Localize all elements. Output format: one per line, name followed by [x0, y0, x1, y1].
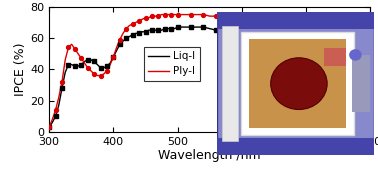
Liq-I	[47, 126, 51, 128]
Line: Ply-I: Ply-I	[49, 15, 370, 132]
Ply-I	[160, 14, 164, 16]
Legend: Liq-I, Ply-I: Liq-I, Ply-I	[144, 47, 200, 80]
Liq-I	[175, 26, 180, 28]
Line: Liq-I: Liq-I	[49, 27, 319, 132]
Liq-I	[317, 131, 321, 133]
Bar	[217, 138, 374, 155]
Liq-I	[147, 29, 151, 31]
Circle shape	[349, 49, 362, 61]
Bar	[222, 26, 238, 141]
Circle shape	[271, 58, 327, 110]
Bar	[324, 48, 346, 66]
X-axis label: Wavelength /nm: Wavelength /nm	[158, 149, 261, 162]
Ply-I	[330, 130, 334, 132]
Liq-I	[310, 129, 315, 131]
Ply-I	[47, 126, 51, 128]
Bar	[217, 12, 374, 29]
Ply-I	[355, 131, 360, 133]
Bar	[352, 55, 370, 112]
Ply-I	[342, 131, 347, 133]
Ply-I	[79, 57, 84, 59]
Y-axis label: IPCE (%): IPCE (%)	[14, 43, 27, 96]
Bar	[249, 39, 346, 128]
Ply-I	[53, 109, 58, 111]
Liq-I	[108, 62, 113, 64]
Liq-I	[101, 67, 106, 69]
Ply-I	[368, 131, 373, 133]
Ply-I	[195, 14, 199, 16]
Liq-I	[201, 26, 206, 28]
Ply-I	[156, 15, 161, 17]
Liq-I	[140, 31, 145, 33]
Bar	[241, 32, 354, 135]
